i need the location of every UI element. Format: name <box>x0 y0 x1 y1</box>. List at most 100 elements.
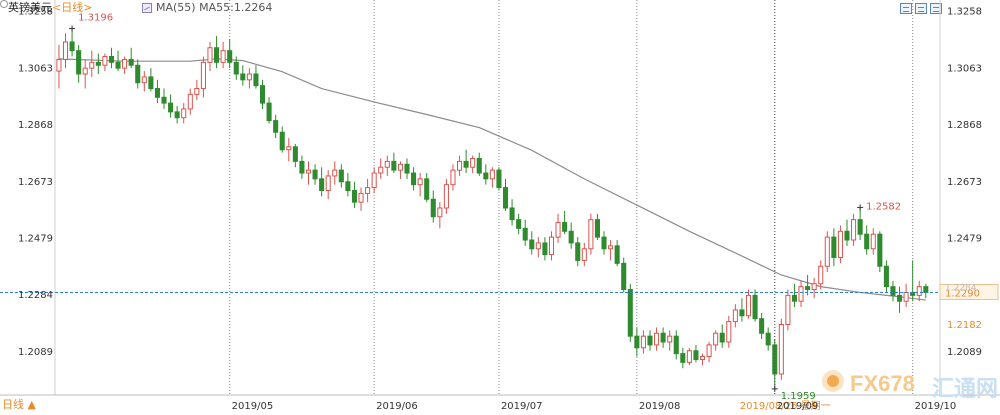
candle-body <box>647 335 653 346</box>
candle-body <box>463 160 469 168</box>
candle-body <box>338 169 344 183</box>
candle-body <box>233 61 239 75</box>
candle-body <box>870 233 876 250</box>
fullscreen-icon[interactable] <box>930 3 942 14</box>
y-tick-label-left: 1.2089 <box>18 347 53 358</box>
candle <box>745 289 752 319</box>
candle-body <box>325 175 331 192</box>
candle-body <box>489 169 495 180</box>
candle <box>128 47 134 69</box>
candle-body <box>108 56 115 63</box>
candle-body <box>745 294 752 317</box>
candle-body <box>95 61 101 66</box>
candle <box>739 298 745 322</box>
candle-body <box>82 67 88 75</box>
candle-body <box>332 169 338 177</box>
candle-body <box>305 169 312 174</box>
candle <box>424 173 430 203</box>
candle <box>102 53 108 72</box>
candle-body <box>654 332 660 346</box>
candle <box>522 219 528 246</box>
candle <box>864 225 870 255</box>
candle <box>338 164 344 188</box>
candle-body <box>693 350 699 360</box>
candle-body <box>791 294 797 302</box>
candle <box>791 283 797 308</box>
candle <box>857 207 863 241</box>
candle-body <box>371 172 377 189</box>
candle-body <box>450 169 456 186</box>
candle <box>634 327 640 357</box>
watermark-cn: 汇通网 <box>932 377 999 402</box>
candle <box>319 167 325 197</box>
candle-body <box>69 41 75 52</box>
candle <box>608 240 614 261</box>
zoom-in-icon[interactable] <box>900 3 912 14</box>
x-tick-label: 2019/06 <box>376 401 418 412</box>
y-tick-label-right: 1.2479 <box>947 233 982 244</box>
candle <box>200 56 206 98</box>
candle-body <box>765 332 771 346</box>
candle-body <box>752 294 758 320</box>
candle-body <box>509 207 515 221</box>
candle <box>575 237 581 267</box>
candle-body <box>154 88 160 98</box>
candle-body <box>713 332 719 346</box>
candle <box>837 225 843 264</box>
candle <box>778 318 784 380</box>
candle-body <box>851 219 857 241</box>
y-tick-label-left: 1.2284 <box>18 290 53 301</box>
candle-body <box>680 353 686 363</box>
candle-body <box>351 190 357 203</box>
candle <box>502 178 509 211</box>
candle <box>627 283 633 342</box>
candle <box>910 260 916 302</box>
candle <box>568 222 574 249</box>
candle-body <box>719 332 725 343</box>
candle <box>463 149 469 174</box>
zoom-out-icon[interactable] <box>915 3 927 14</box>
candle <box>240 65 246 86</box>
indicator-toggle-icon[interactable] <box>142 3 152 13</box>
candle <box>220 41 226 69</box>
candle <box>726 315 732 348</box>
candle <box>535 237 541 258</box>
candle <box>660 327 666 348</box>
candle-body <box>857 219 863 235</box>
watermark-fx: FX678 <box>850 371 915 396</box>
candle <box>916 280 922 302</box>
candle <box>798 280 804 308</box>
candle <box>831 228 837 267</box>
candle <box>207 41 213 72</box>
candle-body <box>312 169 318 180</box>
candle-body <box>141 76 147 84</box>
candle <box>299 155 305 179</box>
candle <box>699 353 706 366</box>
candle <box>141 71 147 92</box>
candle <box>680 347 686 369</box>
candle-body <box>292 146 298 162</box>
instrument-title: 英镑美元<日线> <box>8 0 92 16</box>
candle-body <box>897 294 903 302</box>
candle <box>69 28 75 57</box>
candle-body <box>634 335 640 349</box>
candle <box>325 170 331 200</box>
candle-body <box>785 294 791 326</box>
candle-body <box>411 172 417 186</box>
x-tick-label: 2019/07 <box>501 401 543 412</box>
current-price-box <box>939 283 999 300</box>
candle-body <box>798 286 804 302</box>
candle <box>443 178 449 214</box>
candle <box>76 44 82 83</box>
settings-icon[interactable] <box>0 0 8 8</box>
high-annotation: 1.3196 <box>78 13 113 24</box>
x-tick-label: 2019/09 <box>777 401 819 412</box>
candle <box>765 327 771 351</box>
candle-body <box>496 169 502 189</box>
candle-body <box>391 160 397 171</box>
candle-body <box>903 291 909 302</box>
x-tick-label: 2019/05 <box>232 401 274 412</box>
candle <box>870 228 876 255</box>
period-selector[interactable]: 日线 ▲ <box>2 398 36 411</box>
